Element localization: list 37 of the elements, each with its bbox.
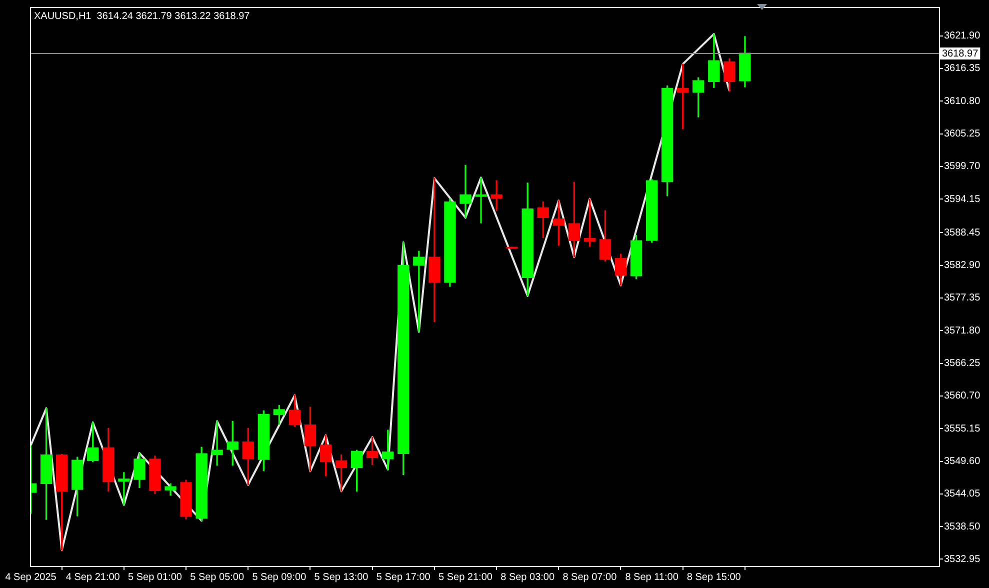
x-tick-label: 5 Sep 01:00 [128,572,182,583]
chart-title: XAUUSD,H1 3614.24 3621.79 3613.22 3618.97 [34,10,250,22]
candlestick [211,420,223,466]
x-tick-label: 8 Sep 07:00 [562,572,618,583]
candlestick [118,472,130,506]
x-tick-label: 4 Sep 21:00 [66,572,120,583]
ref-line-label: 3618.97 [942,48,979,60]
candlestick [428,178,440,322]
y-tick-label: 3582.90 [944,260,981,272]
x-tick-label: 8 Sep 03:00 [500,572,555,583]
y-tick-label: 3566.25 [944,358,981,370]
candlestick [460,164,472,218]
y-tick-label: 3610.80 [944,96,981,107]
y-tick-label: 3616.35 [944,63,981,74]
y-tick-label: 3555.15 [944,423,981,434]
x-tick-label: 5 Sep 05:00 [190,572,244,583]
x-tick-label: 5 Sep 17:00 [376,572,431,583]
x-tick-label: 4 Sep 2025 [5,572,57,583]
y-tick-label: 3621.90 [944,30,981,42]
candlestick [475,177,487,224]
candlestick [490,180,502,211]
y-tick-label: 3544.05 [944,488,981,500]
y-tick-label: 3549.60 [944,456,981,468]
x-tick-label: 5 Sep 21:00 [438,572,493,583]
y-tick-label: 3605.25 [944,128,981,140]
y-tick-label: 3532.95 [944,554,981,565]
y-tick-label: 3577.35 [944,292,981,304]
y-tick-label: 3599.70 [944,161,981,172]
y-tick-label: 3588.45 [944,227,981,238]
y-tick-label: 3571.80 [944,325,981,336]
x-tick-label: 8 Sep 11:00 [625,572,679,583]
x-tick-label: 8 Sep 15:00 [686,572,742,583]
x-tick-label: 5 Sep 09:00 [252,572,307,583]
y-tick-label: 3560.70 [944,390,981,402]
x-tick-label: 5 Sep 13:00 [314,572,369,583]
y-tick-label: 3538.50 [944,521,981,532]
y-tick-label: 3594.15 [944,194,981,205]
